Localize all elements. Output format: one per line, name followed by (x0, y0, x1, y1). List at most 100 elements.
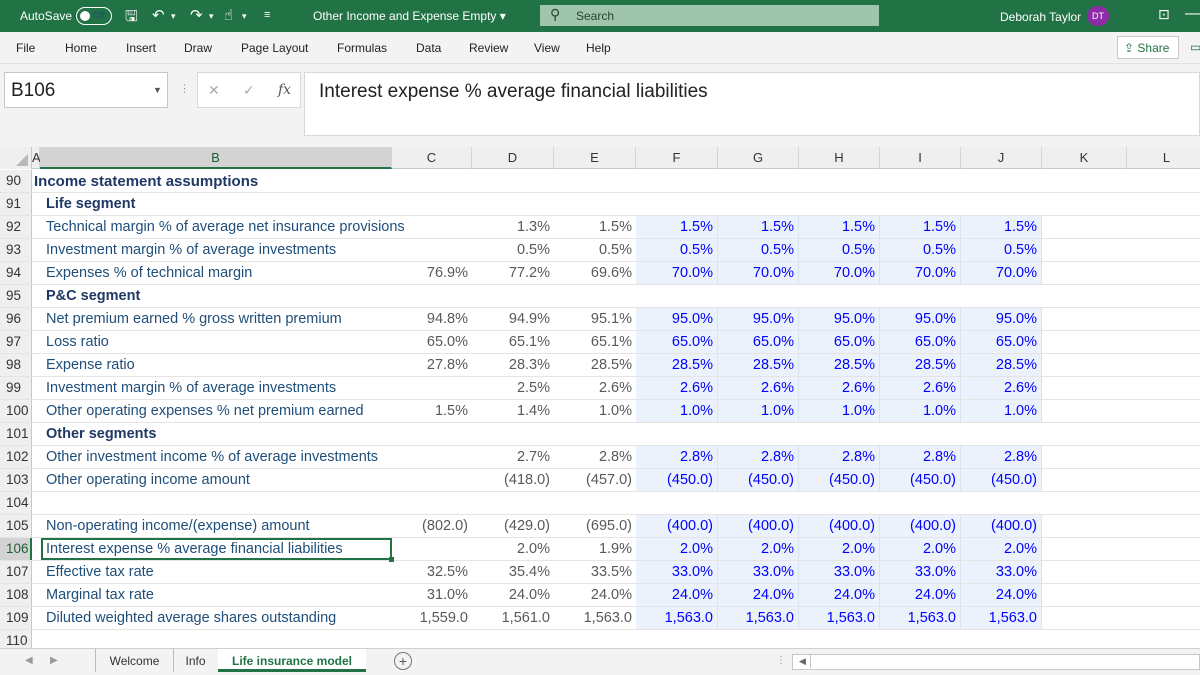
tab-help[interactable]: Help (586, 41, 611, 55)
value-cell[interactable] (392, 216, 472, 238)
value-cell[interactable]: 28.5% (880, 354, 961, 376)
value-cell[interactable]: (695.0) (586, 518, 632, 534)
value-cell[interactable]: 95.0% (880, 308, 961, 330)
value-cell[interactable]: (418.0) (504, 472, 550, 488)
row-label-cell[interactable]: Technical margin % of average net insura… (46, 219, 405, 235)
tab-file[interactable]: File (16, 41, 36, 55)
formula-bar-resize-handle[interactable]: ⋮ (179, 83, 190, 95)
value-cell[interactable]: 65.0% (426, 334, 468, 350)
row-label-cell[interactable] (46, 492, 392, 514)
value-cell[interactable]: 95.0% (718, 308, 799, 330)
cancel-icon[interactable]: ✕ (208, 82, 220, 98)
value-cell[interactable] (799, 630, 880, 648)
tab-insert[interactable]: Insert (126, 41, 157, 55)
value-cell[interactable]: 0.5% (718, 239, 799, 261)
column-header-g[interactable]: G (718, 147, 799, 169)
value-cell[interactable]: 65.0% (718, 331, 799, 353)
value-cell[interactable]: 2.6% (961, 377, 1042, 399)
value-cell[interactable]: 70.0% (718, 262, 799, 284)
value-cell[interactable] (636, 630, 718, 648)
value-cell[interactable]: (400.0) (961, 515, 1042, 537)
value-cell[interactable] (392, 469, 472, 491)
value-cell[interactable] (392, 630, 472, 648)
row-label-cell[interactable]: Expense ratio (46, 357, 135, 373)
value-cell[interactable]: 1.5% (799, 216, 880, 238)
scrollbar-resize-handle[interactable]: ⋮ (776, 655, 786, 666)
value-cell[interactable]: 1,563.0 (636, 607, 718, 629)
undo-dropdown-icon[interactable]: ▾ (171, 11, 176, 21)
row-label-cell[interactable]: Other operating income amount (46, 472, 250, 488)
minimize-icon[interactable]: — (1185, 5, 1200, 22)
value-cell[interactable] (392, 377, 472, 399)
row-label-cell[interactable]: Effective tax rate (46, 564, 154, 580)
value-cell[interactable]: 2.0% (880, 538, 961, 560)
value-cell[interactable]: 0.5% (961, 239, 1042, 261)
value-cell[interactable]: 1.9% (598, 541, 632, 557)
value-cell[interactable]: 95.0% (799, 308, 880, 330)
value-cell[interactable]: (400.0) (718, 515, 799, 537)
ribbon-display-options-icon[interactable]: ⊡ (1158, 6, 1170, 22)
value-cell[interactable] (392, 170, 472, 192)
value-cell[interactable] (554, 492, 636, 514)
value-cell[interactable]: 28.5% (718, 354, 799, 376)
value-cell[interactable] (961, 285, 1042, 307)
value-cell[interactable] (880, 423, 961, 445)
document-title[interactable]: Other Income and Expense Empty ▾ (313, 9, 506, 23)
sheet-tab-life-insurance-model[interactable]: Life insurance model (218, 649, 366, 672)
redo-icon[interactable]: ↷ (190, 7, 203, 24)
value-cell[interactable]: 1.5% (880, 216, 961, 238)
value-cell[interactable] (392, 285, 472, 307)
value-cell[interactable]: 2.6% (598, 380, 632, 396)
value-cell[interactable] (554, 285, 636, 307)
value-cell[interactable]: 24.0% (636, 584, 718, 606)
value-cell[interactable]: 65.1% (508, 334, 550, 350)
value-cell[interactable]: 2.6% (636, 377, 718, 399)
scroll-left-icon[interactable]: ◀ (795, 655, 811, 668)
value-cell[interactable]: (400.0) (636, 515, 718, 537)
value-cell[interactable]: 1,559.0 (419, 610, 468, 626)
value-cell[interactable]: (429.0) (504, 518, 550, 534)
row-header[interactable]: 105 (0, 515, 32, 537)
value-cell[interactable] (961, 170, 1042, 192)
value-cell[interactable] (961, 630, 1042, 648)
row-header[interactable]: 95 (0, 285, 32, 307)
row-label-cell[interactable]: Diluted weighted average shares outstand… (46, 610, 337, 626)
tab-draw[interactable]: Draw (184, 41, 213, 55)
value-cell[interactable]: 24.0% (799, 584, 880, 606)
value-cell[interactable]: 2.0% (718, 538, 799, 560)
value-cell[interactable]: (450.0) (880, 469, 961, 491)
row-header[interactable]: 90 (0, 170, 32, 192)
value-cell[interactable] (392, 492, 472, 514)
value-cell[interactable]: 2.7% (516, 449, 550, 465)
value-cell[interactable]: (802.0) (422, 518, 468, 534)
value-cell[interactable] (636, 423, 718, 445)
row-header[interactable]: 100 (0, 400, 32, 422)
value-cell[interactable]: 1,563.0 (583, 610, 632, 626)
value-cell[interactable]: 1.0% (598, 403, 632, 419)
value-cell[interactable]: 2.0% (636, 538, 718, 560)
row-label-cell[interactable] (46, 630, 392, 648)
value-cell[interactable] (392, 239, 472, 261)
save-icon[interactable]: 🖫 (125, 8, 138, 25)
row-header[interactable]: 92 (0, 216, 32, 238)
value-cell[interactable]: 1,563.0 (718, 607, 799, 629)
value-cell[interactable]: 28.5% (636, 354, 718, 376)
value-cell[interactable]: 28.5% (961, 354, 1042, 376)
row-label-cell[interactable]: Loss ratio (46, 334, 109, 350)
value-cell[interactable] (961, 193, 1042, 215)
value-cell[interactable]: 0.5% (516, 242, 550, 258)
tab-formulas[interactable]: Formulas (337, 41, 388, 55)
name-box[interactable]: B106 ▼ (4, 72, 168, 108)
value-cell[interactable]: 65.0% (636, 331, 718, 353)
value-cell[interactable] (718, 492, 799, 514)
value-cell[interactable]: 76.9% (426, 265, 468, 281)
value-cell[interactable] (636, 285, 718, 307)
value-cell[interactable]: 0.5% (598, 242, 632, 258)
value-cell[interactable]: 95.0% (961, 308, 1042, 330)
value-cell[interactable]: 33.0% (961, 561, 1042, 583)
value-cell[interactable]: 2.0% (961, 538, 1042, 560)
row-header[interactable]: 108 (0, 584, 32, 606)
value-cell[interactable]: 2.8% (961, 446, 1042, 468)
row-label-cell[interactable]: Non-operating income/(expense) amount (46, 518, 310, 534)
value-cell[interactable]: 65.1% (590, 334, 632, 350)
